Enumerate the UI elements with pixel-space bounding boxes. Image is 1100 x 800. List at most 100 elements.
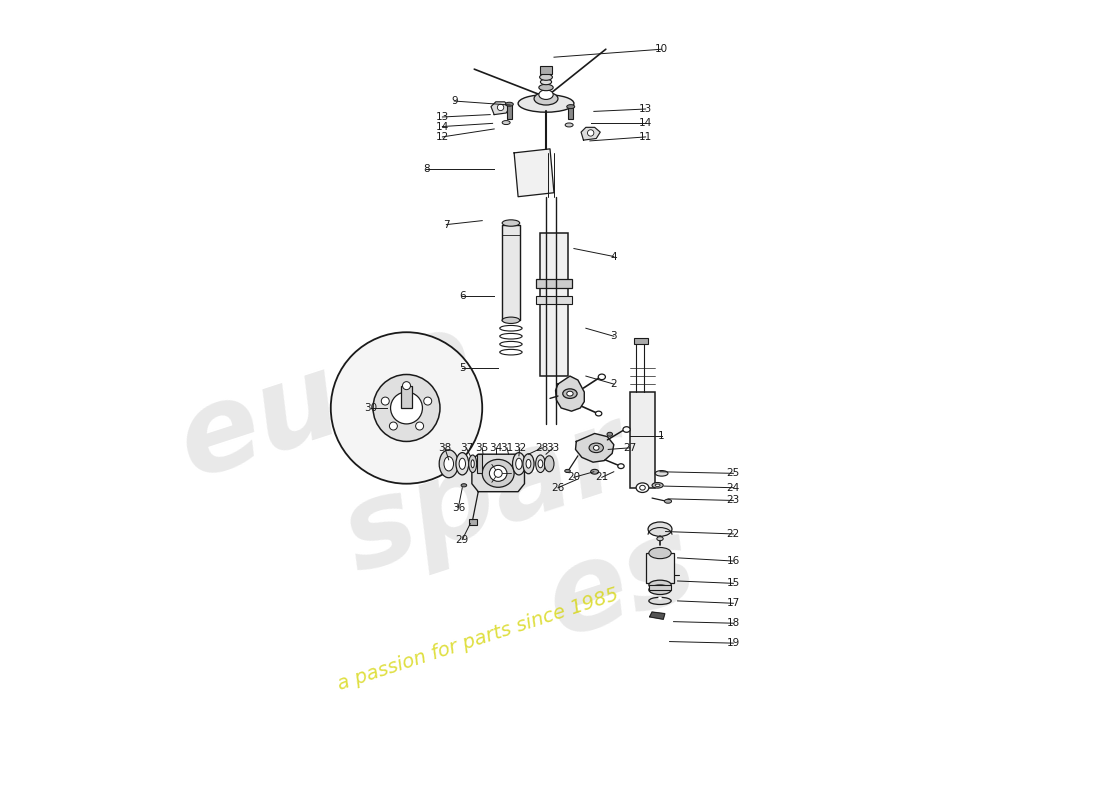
- Text: 37: 37: [460, 443, 473, 453]
- Ellipse shape: [503, 121, 510, 125]
- Polygon shape: [472, 454, 525, 492]
- Bar: [507, 104, 512, 118]
- Text: 23: 23: [727, 495, 740, 506]
- Text: 9: 9: [451, 96, 458, 106]
- Text: 16: 16: [727, 556, 740, 566]
- Text: 1: 1: [658, 431, 664, 441]
- Text: 35: 35: [475, 443, 488, 453]
- Ellipse shape: [471, 460, 474, 468]
- Ellipse shape: [618, 464, 624, 469]
- Circle shape: [416, 422, 424, 430]
- Text: 38: 38: [438, 443, 451, 453]
- Bar: [569, 106, 573, 118]
- Text: 26: 26: [551, 482, 564, 493]
- Ellipse shape: [648, 522, 672, 536]
- Ellipse shape: [636, 483, 649, 493]
- Text: 34: 34: [490, 443, 503, 453]
- Ellipse shape: [598, 374, 605, 380]
- Text: 36: 36: [452, 502, 465, 513]
- Text: 25: 25: [727, 468, 740, 478]
- Circle shape: [382, 397, 389, 405]
- Bar: [537, 279, 572, 288]
- Text: 30: 30: [364, 403, 377, 413]
- Bar: [537, 296, 572, 304]
- Text: 29: 29: [455, 534, 469, 545]
- Text: 13: 13: [639, 104, 652, 114]
- Ellipse shape: [482, 459, 514, 487]
- Ellipse shape: [640, 486, 646, 490]
- Bar: [629, 392, 656, 488]
- Ellipse shape: [540, 79, 551, 85]
- Ellipse shape: [649, 547, 671, 558]
- Text: 20: 20: [568, 472, 581, 482]
- Ellipse shape: [513, 453, 526, 475]
- Circle shape: [403, 382, 410, 390]
- Text: euro: euro: [165, 298, 488, 502]
- Text: 31: 31: [500, 443, 514, 453]
- Ellipse shape: [652, 482, 663, 488]
- Bar: [400, 386, 412, 408]
- Text: 28: 28: [536, 443, 549, 453]
- Ellipse shape: [649, 580, 671, 590]
- Ellipse shape: [564, 470, 570, 473]
- Ellipse shape: [503, 317, 519, 323]
- Ellipse shape: [590, 443, 604, 453]
- Ellipse shape: [526, 459, 531, 468]
- Ellipse shape: [649, 598, 671, 605]
- Ellipse shape: [623, 426, 630, 432]
- Text: a passion for parts since 1985: a passion for parts since 1985: [336, 585, 622, 694]
- Circle shape: [373, 374, 440, 442]
- Text: 18: 18: [727, 618, 740, 628]
- Ellipse shape: [539, 84, 553, 90]
- Text: 10: 10: [654, 44, 668, 54]
- Circle shape: [497, 104, 504, 110]
- Text: 11: 11: [639, 132, 652, 142]
- Ellipse shape: [536, 455, 546, 473]
- Ellipse shape: [499, 350, 522, 355]
- Ellipse shape: [505, 102, 514, 106]
- Ellipse shape: [544, 456, 554, 472]
- Polygon shape: [556, 376, 584, 411]
- Text: 5: 5: [459, 363, 465, 373]
- Bar: [540, 66, 551, 74]
- Bar: [476, 454, 482, 474]
- Text: 7: 7: [443, 220, 450, 230]
- Ellipse shape: [459, 458, 465, 470]
- Text: es: es: [532, 506, 711, 662]
- Text: 27: 27: [623, 443, 636, 453]
- Polygon shape: [491, 102, 510, 114]
- Circle shape: [389, 422, 397, 430]
- Circle shape: [424, 397, 431, 405]
- Circle shape: [331, 332, 482, 484]
- Text: 24: 24: [727, 482, 740, 493]
- Ellipse shape: [566, 391, 573, 396]
- Ellipse shape: [539, 90, 553, 99]
- Text: 17: 17: [727, 598, 740, 608]
- Text: 14: 14: [436, 122, 449, 131]
- Ellipse shape: [649, 585, 671, 594]
- Bar: [470, 518, 477, 525]
- Text: 12: 12: [436, 132, 449, 142]
- Ellipse shape: [664, 499, 672, 503]
- Ellipse shape: [516, 458, 522, 470]
- Ellipse shape: [439, 450, 459, 478]
- Bar: [634, 338, 648, 344]
- Ellipse shape: [591, 470, 598, 474]
- Ellipse shape: [469, 455, 476, 473]
- Polygon shape: [503, 225, 519, 320]
- Ellipse shape: [656, 470, 668, 476]
- Ellipse shape: [538, 460, 542, 468]
- Text: 21: 21: [595, 472, 608, 482]
- Text: 2: 2: [610, 379, 617, 389]
- Polygon shape: [514, 149, 554, 197]
- Ellipse shape: [503, 220, 519, 226]
- Text: 3: 3: [610, 331, 617, 342]
- Text: 32: 32: [513, 443, 526, 453]
- Ellipse shape: [657, 537, 663, 541]
- Text: 14: 14: [639, 118, 652, 128]
- Bar: [540, 233, 569, 376]
- Ellipse shape: [499, 326, 522, 331]
- Ellipse shape: [535, 92, 558, 105]
- Polygon shape: [650, 612, 664, 619]
- Ellipse shape: [607, 432, 613, 436]
